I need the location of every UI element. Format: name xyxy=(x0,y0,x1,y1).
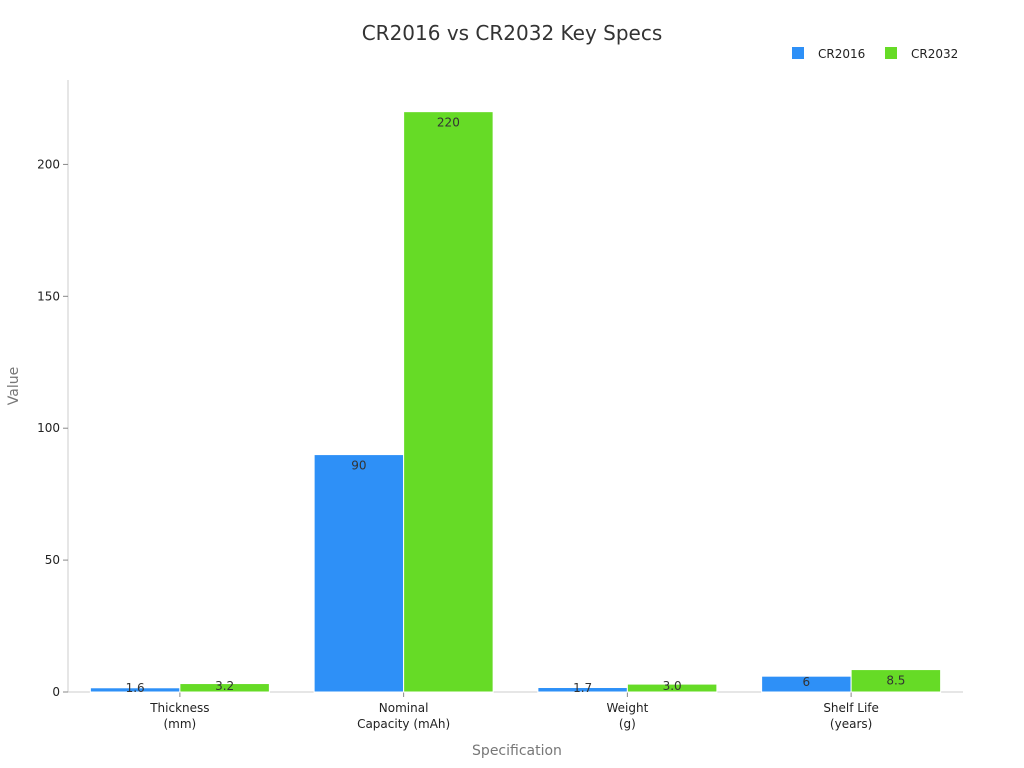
x-axis: Thickness (mm) Nominal Capacity (mAh) Weight… xyxy=(68,691,963,731)
x-tick-label: Shelf Life xyxy=(823,701,879,715)
legend-label-cr2032: CR2032 xyxy=(911,47,958,61)
x-axis-title: Specification xyxy=(472,743,562,759)
data-label: 3.0 xyxy=(663,679,682,693)
x-tick-label: Weight xyxy=(606,701,648,715)
bar-cr2016-1 xyxy=(313,454,405,693)
legend-swatch-cr2016 xyxy=(792,47,804,59)
legend: CR2016 CR2032 xyxy=(792,47,958,61)
data-label: 1.6 xyxy=(126,681,145,695)
y-tick-label: 100 xyxy=(37,421,60,435)
bar-cr2032-0 xyxy=(179,683,270,693)
data-label: 6 xyxy=(803,675,811,689)
x-tick-label: Nominal xyxy=(379,701,429,715)
data-label: 220 xyxy=(437,116,460,130)
x-tick-label: Thickness xyxy=(149,701,209,715)
y-tick-label: 50 xyxy=(45,553,60,567)
bars: 1.6 3.2 90 220 1.7 3.0 6 8.5 xyxy=(89,111,942,695)
chart-title: CR2016 vs CR2032 Key Specs xyxy=(362,21,663,45)
y-tick-label: 200 xyxy=(37,157,60,171)
data-label: 3.2 xyxy=(215,679,234,693)
bar-cr2032-3 xyxy=(850,669,942,693)
y-axis-title: Value xyxy=(6,367,22,405)
x-tick-label: (g) xyxy=(619,717,636,731)
y-tick-label: 150 xyxy=(37,289,60,303)
data-label: 8.5 xyxy=(886,674,905,688)
bar-cr2032-1 xyxy=(403,111,494,693)
x-tick-label: (years) xyxy=(830,717,872,731)
legend-label-cr2016: CR2016 xyxy=(818,47,865,61)
x-tick-label: Capacity (mAh) xyxy=(357,717,450,731)
data-label: 90 xyxy=(351,459,366,473)
bar-cr2032-2 xyxy=(626,683,718,693)
data-label: 1.7 xyxy=(573,681,592,695)
legend-swatch-cr2032 xyxy=(885,47,897,59)
y-tick-label: 0 xyxy=(52,685,60,699)
y-axis: 0 50 100 150 200 xyxy=(37,80,69,699)
x-tick-label: (mm) xyxy=(164,717,197,731)
